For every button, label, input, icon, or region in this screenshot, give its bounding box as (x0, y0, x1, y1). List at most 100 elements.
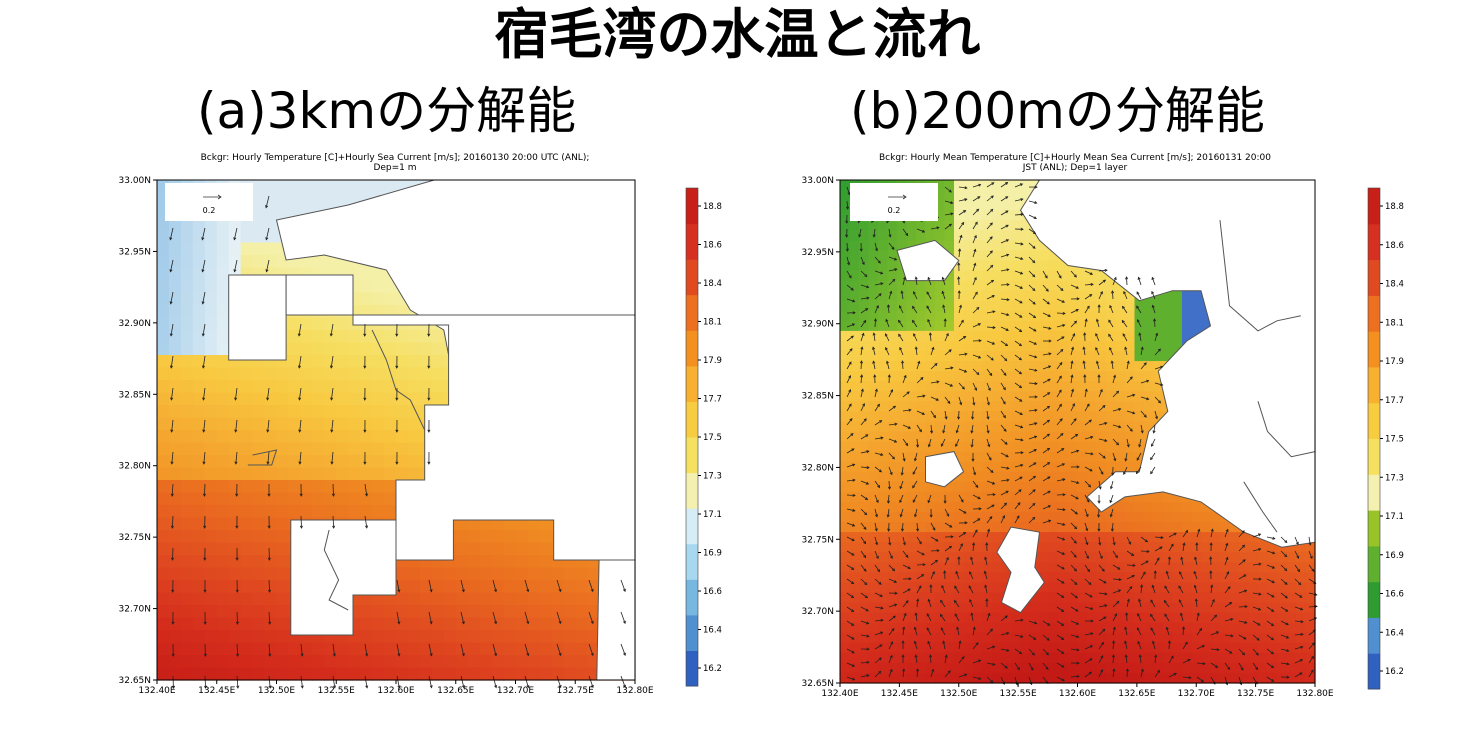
temperature-cell (925, 300, 936, 312)
temperature-cell (925, 391, 936, 402)
temperature-cell (859, 351, 870, 362)
temperature-cell (240, 467, 254, 481)
temperature-cell (1011, 361, 1022, 372)
temperature-cell (1096, 662, 1107, 674)
colorbar-tick-label: 18.1 (703, 318, 722, 328)
current-vector (1056, 270, 1062, 279)
current-vector (1000, 182, 1008, 188)
temperature-cell (1172, 511, 1183, 523)
temperature-cell (1182, 501, 1193, 513)
temperature-cell (204, 667, 218, 681)
vector-head (297, 365, 302, 369)
temperature-cell (1096, 592, 1107, 604)
vector-head (1151, 304, 1155, 308)
temperature-cell (954, 632, 965, 644)
temperature-cell (868, 300, 879, 312)
temperature-cell (168, 530, 182, 544)
vector-head (299, 525, 303, 529)
temperature-cell (360, 605, 373, 619)
temperature-cell (455, 555, 469, 569)
vector-head (931, 346, 935, 350)
temperature-cell (1077, 351, 1088, 362)
temperature-cell (539, 542, 552, 556)
temperature-cell (204, 355, 218, 369)
vector-head (365, 685, 369, 689)
current-vector (972, 354, 981, 359)
temperature-cell (168, 567, 182, 581)
current-vector (1000, 382, 1006, 390)
vector-head (1003, 372, 1007, 376)
temperature-cell (982, 431, 993, 443)
temperature-cell (1286, 562, 1297, 573)
vector-head (990, 264, 994, 268)
temperature-cell (204, 567, 218, 581)
temperature-cell (288, 355, 301, 369)
current-vector (1121, 320, 1128, 328)
temperature-cell (963, 220, 974, 231)
temperature-cell (1134, 602, 1145, 614)
temperature-cell (1020, 421, 1031, 433)
temperature-cell (1125, 330, 1136, 342)
temperature-cell (1020, 330, 1031, 342)
temperature-cell (944, 310, 955, 322)
temperature-cell (1125, 451, 1136, 463)
temperature-cell (1191, 522, 1202, 533)
temperature-cell (878, 300, 889, 312)
temperature-cell (312, 492, 325, 506)
temperature-cell (1011, 371, 1022, 382)
temperature-cell (240, 555, 254, 569)
temperature-cell (1277, 652, 1288, 664)
temperature-cell (431, 642, 445, 656)
current-vector (972, 307, 980, 314)
temperature-cell (1058, 381, 1069, 392)
current-vector (300, 643, 303, 656)
temperature-cell (1229, 552, 1240, 563)
current-vector (898, 334, 904, 342)
current-vector (1056, 298, 1065, 303)
temperature-cell (1039, 270, 1050, 282)
temperature-cell (887, 542, 898, 553)
temperature-cell (1153, 622, 1164, 634)
temperature-cell (1115, 300, 1126, 312)
vector-head (234, 397, 238, 401)
temperature-cell (240, 630, 254, 644)
temperature-cell (563, 642, 576, 656)
temperature-cell (407, 467, 421, 481)
temperature-cell (935, 351, 946, 362)
temperature-cell (1182, 532, 1193, 543)
current-vector (396, 579, 400, 592)
temperature-cell (973, 240, 984, 252)
vector-head (1047, 365, 1052, 369)
temperature-cell (849, 280, 860, 292)
temperature-cell (384, 355, 397, 369)
temperature-cell (1125, 672, 1136, 684)
temperature-cell (1030, 180, 1041, 191)
current-vector (986, 265, 993, 272)
vector-head (330, 461, 334, 465)
temperature-cell (336, 355, 349, 369)
temperature-cell (859, 622, 870, 634)
current-vector (204, 675, 206, 689)
temperature-cell (916, 290, 927, 302)
current-vector (1028, 214, 1037, 219)
temperature-cell (1248, 652, 1259, 664)
temperature-cell (1077, 652, 1088, 664)
temperature-cell (982, 190, 993, 201)
vector-head (850, 335, 854, 339)
temperature-cell (1201, 672, 1212, 684)
vector-head (623, 620, 626, 625)
temperature-cell (1039, 280, 1050, 292)
temperature-cell (916, 652, 927, 664)
current-vector (872, 347, 876, 356)
vector-head (1070, 360, 1074, 364)
temperature-cell (849, 501, 860, 513)
temperature-cell (1039, 471, 1050, 483)
temperature-cell (935, 612, 946, 624)
colorbar-segment (686, 330, 698, 367)
temperature-cell (1001, 230, 1012, 241)
temperature-cell (1096, 320, 1107, 332)
temperature-cell (925, 401, 936, 412)
current-vector (860, 320, 867, 328)
temperature-cell (840, 220, 851, 231)
temperature-cell (1239, 552, 1250, 563)
